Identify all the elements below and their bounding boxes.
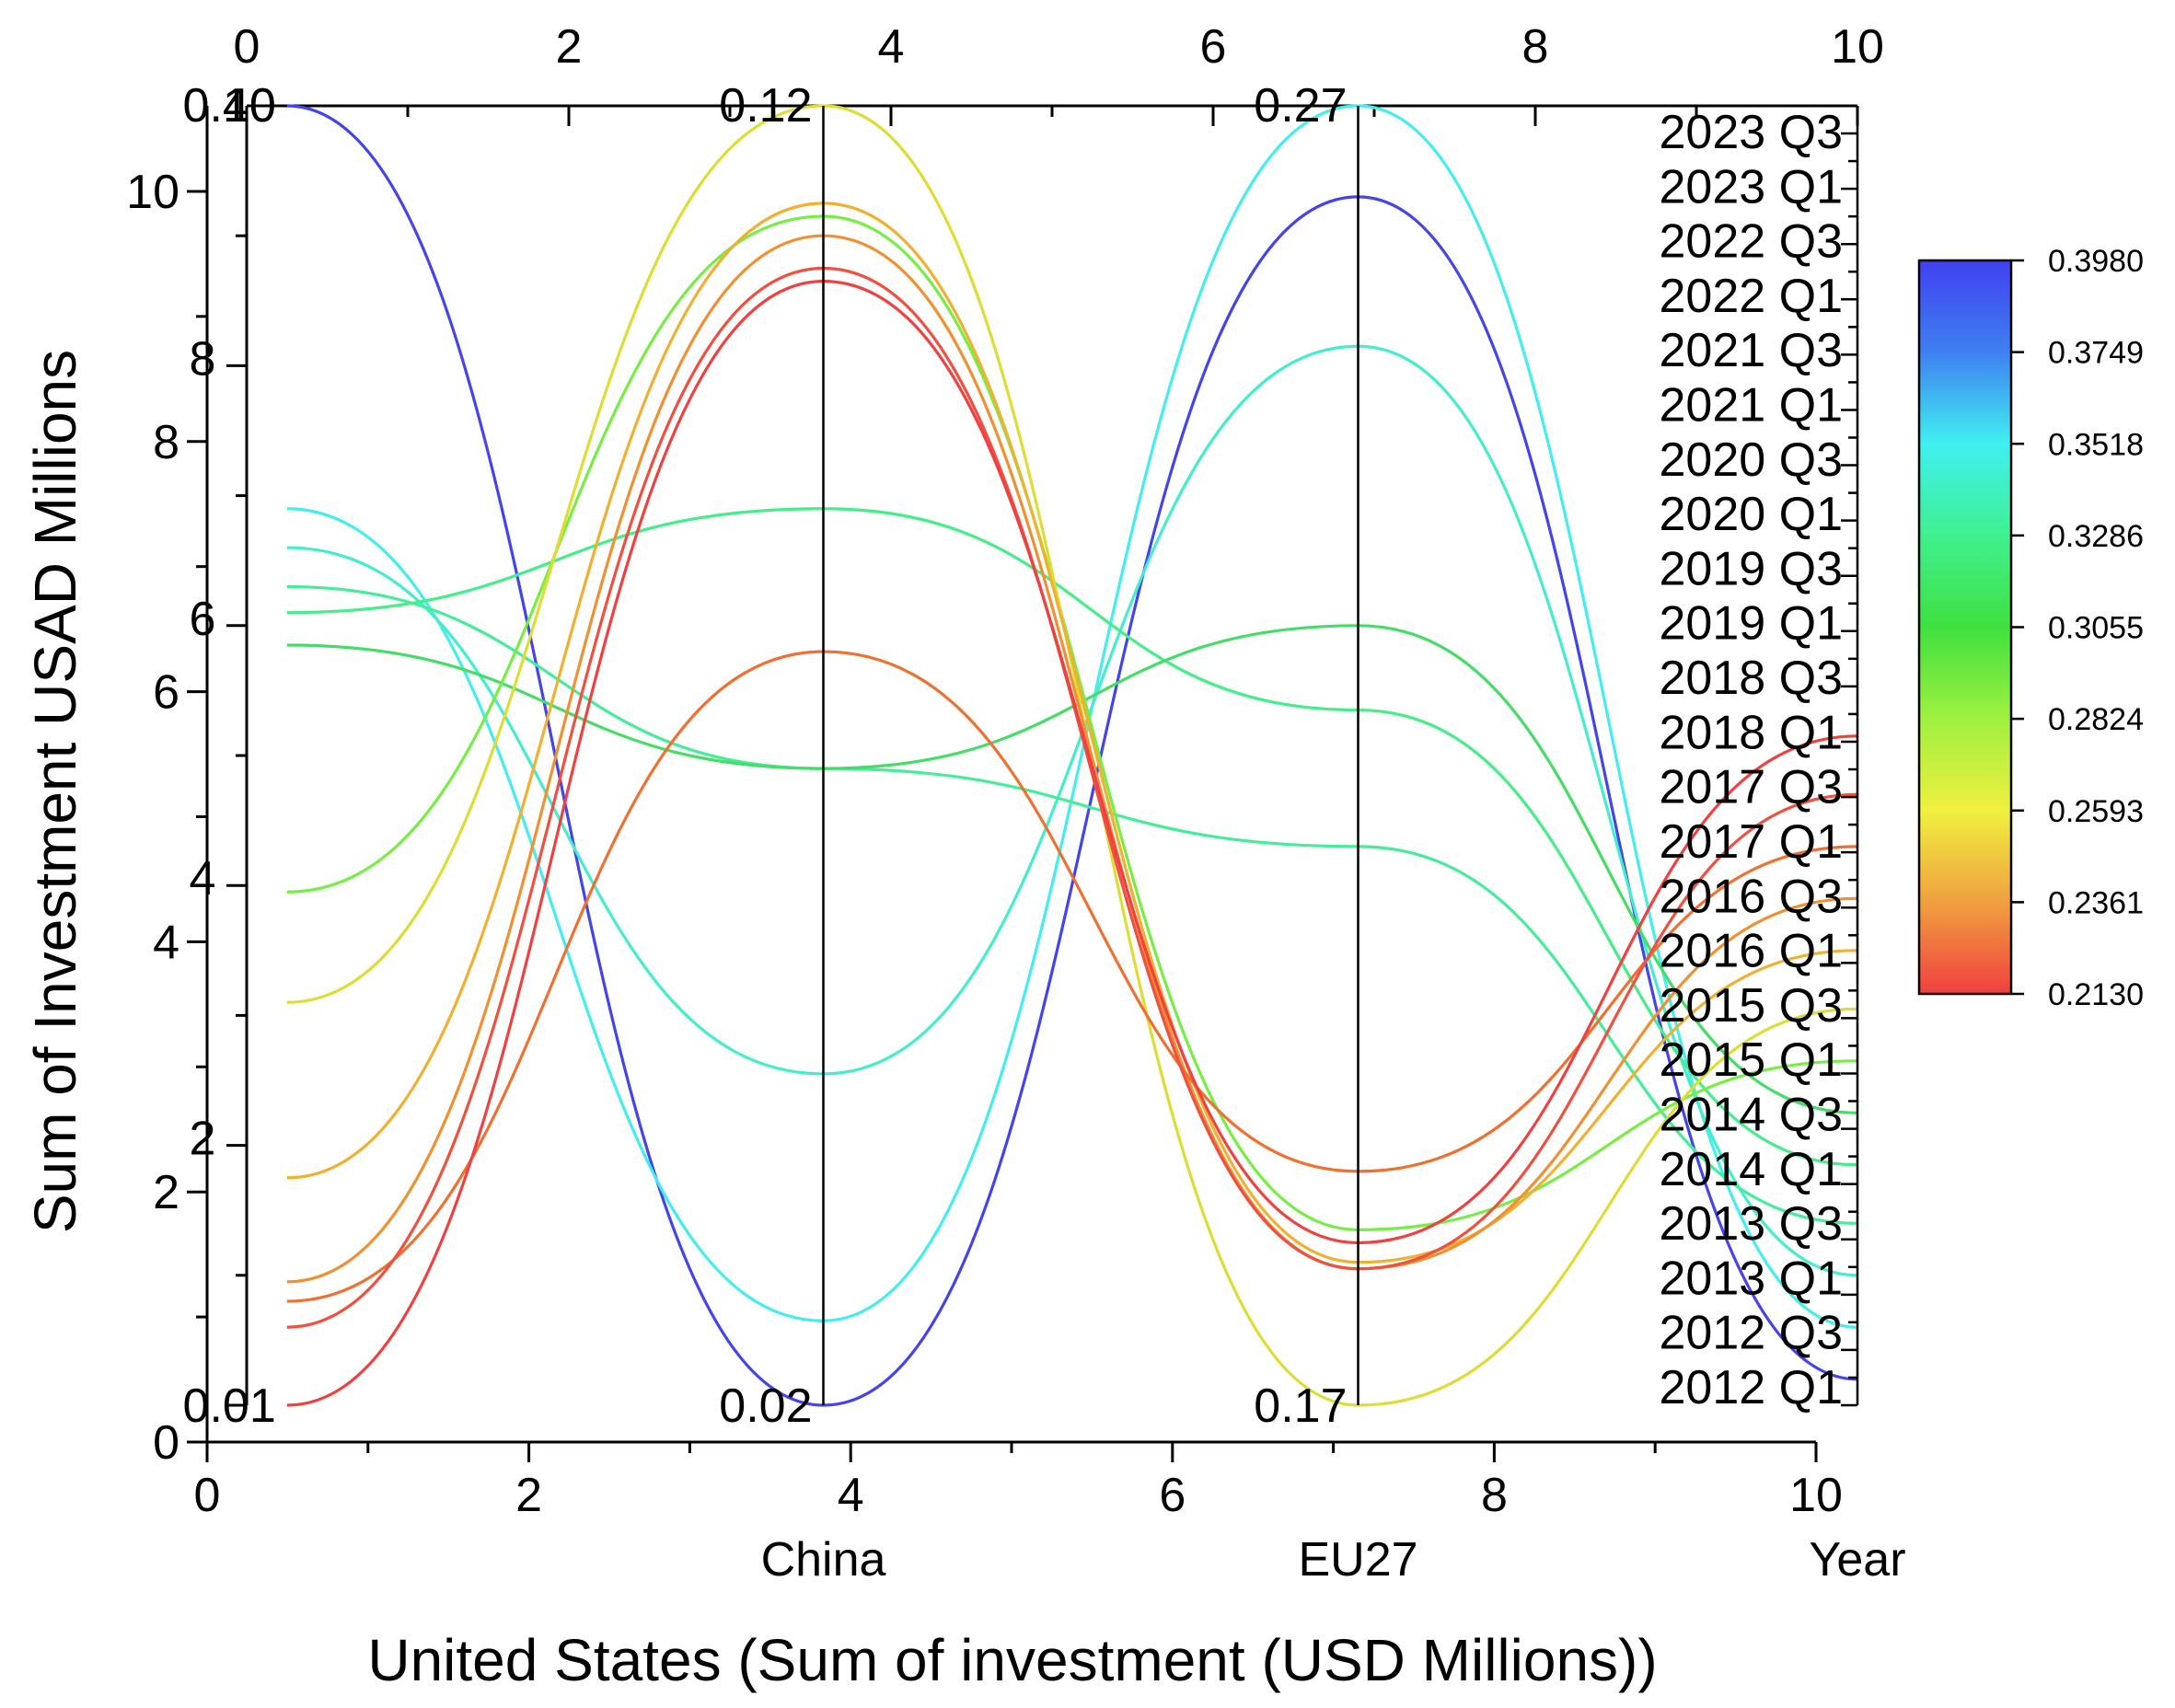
y-tick-label: 0	[153, 1416, 179, 1470]
top-tick-label: 10	[1831, 20, 1884, 74]
year-label: 2016 Q3	[1660, 870, 1844, 923]
x-axis-title: United States (Sum of investment (USD Mi…	[367, 1627, 1657, 1693]
x-tick-label: 2	[515, 1469, 542, 1522]
year-label: 2019 Q3	[1660, 542, 1844, 595]
top-tick-label: 2	[556, 20, 583, 74]
year-label: 2012 Q3	[1660, 1307, 1844, 1360]
y-tick-label: 6	[153, 666, 179, 720]
series-line	[286, 104, 1858, 1407]
x-tick-label: 6	[1159, 1469, 1186, 1522]
colorbar-tick-label: 0.3749	[2048, 336, 2144, 371]
parallel-axis-label: Year	[1809, 1533, 1905, 1587]
series-line	[286, 214, 1858, 1231]
year-label: 2016 Q1	[1660, 925, 1844, 978]
colorbar-tick-label: 0.3055	[2048, 611, 2144, 646]
year-label: 2018 Q3	[1660, 652, 1844, 705]
y-tick-label: 4	[153, 916, 179, 969]
parallel-axis-max-label: 0.27	[1254, 79, 1347, 133]
colorbar-tick-label: 0.2130	[2048, 977, 2144, 1012]
inner-y-tick-label: 8	[190, 332, 216, 386]
year-label: 2013 Q1	[1660, 1252, 1844, 1305]
series-line	[286, 202, 1858, 1264]
year-label: 2015 Q3	[1660, 979, 1844, 1033]
top-tick-label: 4	[878, 20, 905, 74]
year-label: 2023 Q1	[1660, 160, 1844, 214]
colorbar: 0.3980 0.3749 0.3518 0.3286 0.3055 0.2824 0.25…	[1917, 244, 2144, 1012]
x-tick-label: 0	[194, 1469, 221, 1522]
parallel-axis-max-label: 0.40	[183, 79, 276, 133]
parallel-axis-overlap-label: 10	[223, 79, 276, 133]
year-label: 2012 Q1	[1660, 1361, 1844, 1414]
series-lines	[286, 104, 1858, 1407]
year-label: 2022 Q1	[1660, 270, 1844, 323]
series-line	[286, 104, 1858, 1329]
parallel-axis-label: China	[761, 1533, 886, 1587]
series-line	[286, 234, 1858, 1284]
x-tick-label: 8	[1481, 1469, 1508, 1522]
top-tick-label: 0	[234, 20, 260, 74]
series-line	[286, 280, 1858, 1407]
year-label: 2015 Q1	[1660, 1033, 1844, 1087]
parallel-axis-max-label: 0.12	[719, 79, 812, 133]
series-line	[286, 650, 1858, 1303]
colorbar-tick-label: 0.2824	[2048, 702, 2144, 737]
x-tick-label: 10	[1789, 1469, 1843, 1522]
y-tick-label: 2	[153, 1166, 179, 1219]
colorbar-gradient	[1917, 259, 2013, 996]
year-label: 2017 Q1	[1660, 815, 1844, 869]
year-label: 2020 Q3	[1660, 433, 1844, 487]
series-line	[286, 104, 1858, 1407]
year-label: 2018 Q1	[1660, 706, 1844, 759]
series-line	[286, 344, 1858, 1277]
year-label: 2017 Q3	[1660, 761, 1844, 814]
year-label: 2021 Q1	[1660, 379, 1844, 433]
inner-y-tick-label: 4	[190, 852, 216, 906]
series-line	[286, 624, 1858, 1114]
colorbar-tick-label: 0.2361	[2048, 885, 2144, 920]
year-label: 2021 Q3	[1660, 324, 1844, 377]
y-tick-label: 10	[126, 166, 179, 219]
year-label: 2020 Q1	[1660, 488, 1844, 541]
inner-y-tick-label: 2	[190, 1113, 216, 1166]
x-tick-label: 4	[838, 1469, 864, 1522]
parallel-axis-min-label: 0.17	[1254, 1379, 1347, 1433]
y-axis-title: Sum of Investment USAD Millions	[22, 350, 88, 1233]
parallel-axis-label: EU27	[1298, 1533, 1417, 1587]
inner-y-tick-label: 6	[190, 593, 216, 646]
parallel-axis-min-label: 0.02	[719, 1379, 812, 1433]
top-tick-label: 8	[1522, 20, 1549, 74]
y-tick-label: 8	[153, 416, 179, 469]
year-label: 2022 Q3	[1660, 215, 1844, 269]
colorbar-tick-label: 0.3980	[2048, 244, 2144, 279]
colorbar-tick-label: 0.2593	[2048, 794, 2144, 829]
top-tick-label: 6	[1200, 20, 1227, 74]
year-label: 2019 Q1	[1660, 597, 1844, 651]
parallel-axes: 0.40 0.01 10 China 0.12 0.02 EU27 0.27 0.17 Year	[183, 79, 1906, 1587]
year-label: 2014 Q3	[1660, 1088, 1844, 1141]
series-line	[286, 507, 1858, 1167]
year-label: 2014 Q1	[1660, 1143, 1844, 1196]
colorbar-tick-label: 0.3518	[2048, 427, 2144, 462]
year-label: 2023 Q3	[1660, 106, 1844, 159]
colorbar-tick-label: 0.3286	[2048, 519, 2144, 554]
parallel-axis-min-label: 0.01	[183, 1379, 276, 1433]
year-label: 2013 Q3	[1660, 1197, 1844, 1251]
